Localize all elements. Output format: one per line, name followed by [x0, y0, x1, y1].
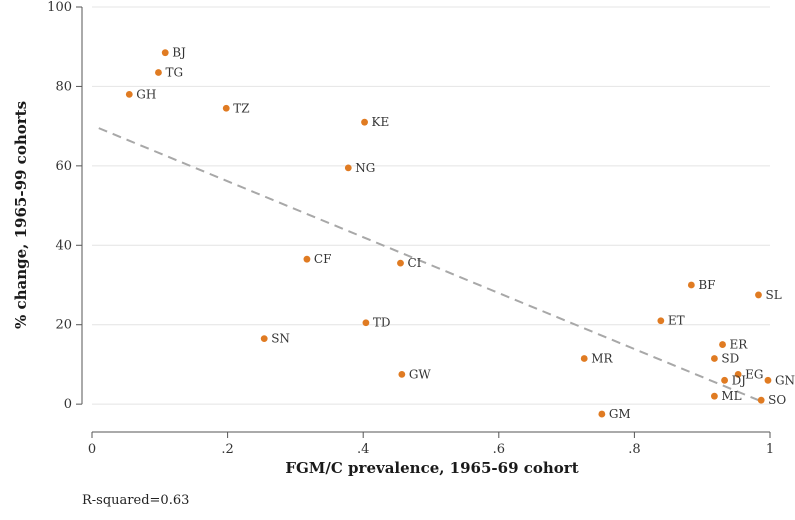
data-point: [719, 341, 726, 348]
point-label: SL: [765, 288, 781, 302]
x-tick-label: 1: [766, 442, 774, 457]
r-squared-note: R-squared=0.63: [82, 493, 190, 508]
point-label: GW: [409, 367, 432, 381]
y-tick-label: 100: [47, 0, 72, 15]
point-label: SN: [271, 332, 290, 346]
point-label: DJ: [732, 373, 747, 387]
point-label: ET: [668, 314, 685, 328]
point-label: GH: [136, 87, 156, 101]
data-point: [687, 281, 695, 289]
point-label: MR: [591, 351, 613, 365]
x-tick-label: .2: [221, 442, 233, 457]
x-tick-label: .8: [628, 442, 640, 457]
point-label: SO: [768, 393, 786, 407]
grid-lines: [92, 6, 770, 405]
x-tick-label: 0: [88, 442, 96, 457]
point-label: BJ: [172, 46, 186, 60]
point-label: ML: [721, 389, 741, 403]
point-label: TZ: [233, 101, 249, 115]
point-label: CI: [407, 256, 421, 270]
data-point: [711, 392, 718, 400]
data-point: [344, 164, 352, 172]
point-label: ER: [730, 338, 749, 352]
data-point: [580, 355, 588, 362]
point-label: NG: [355, 161, 375, 175]
data-point: [764, 376, 772, 384]
y-axis-title: % change, 1965-99 cohorts: [12, 101, 30, 329]
axes: 0 20 40 60 80 100 0 .2 .4 .6 .8 1: [47, 0, 774, 457]
y-tick-label: 80: [55, 79, 72, 94]
point-label: CF: [314, 252, 332, 266]
data-point: [260, 335, 268, 343]
data-point: [161, 49, 169, 57]
data-point: [721, 376, 728, 384]
x-axis-title: FGM/C prevalence, 1965-69 cohort: [285, 459, 578, 477]
data-point: [657, 317, 665, 325]
fit-line-group: [98, 127, 764, 404]
data-point: [711, 355, 718, 362]
point-label: BF: [698, 278, 715, 292]
y-tick-label: 20: [55, 318, 72, 333]
data-point: [222, 104, 230, 112]
data-point: [155, 69, 162, 76]
data-point: [757, 396, 765, 404]
fit-line: [98, 127, 764, 404]
data-point: [125, 90, 133, 98]
data-point: [303, 255, 311, 263]
x-tick-label: .6: [493, 442, 505, 457]
data-point: [598, 410, 606, 418]
point-label: TG: [165, 66, 183, 80]
point-label: EG: [745, 367, 763, 381]
point-label: GN: [775, 373, 795, 387]
data-point: [755, 291, 762, 299]
y-tick-label: 0: [64, 397, 72, 412]
data-point: [734, 370, 742, 378]
y-tick-label: 60: [55, 159, 72, 174]
data-point: [398, 370, 406, 378]
data-point: [397, 259, 404, 267]
point-label: GM: [609, 407, 631, 421]
point-label: SD: [721, 351, 739, 365]
point-label: KE: [372, 115, 390, 129]
data-point: [361, 118, 368, 126]
y-tick-label: 40: [55, 238, 72, 253]
x-tick-label: .4: [357, 442, 369, 457]
data-point: [362, 319, 370, 327]
point-label: TD: [373, 316, 391, 330]
